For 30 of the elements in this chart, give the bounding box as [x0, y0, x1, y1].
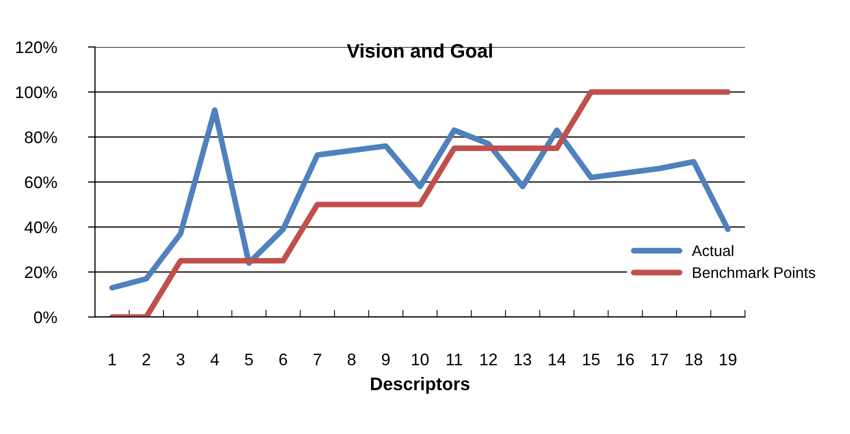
chart-title: Vision and Goal [346, 43, 492, 58]
x-tick-label: 14 [548, 354, 566, 366]
x-tick-label: 19 [720, 354, 736, 366]
x-tick-label: 1 [108, 354, 116, 366]
x-tick-label: 9 [382, 354, 390, 366]
x-tick-label: 2 [142, 354, 150, 366]
x-tick-label: 4 [210, 354, 219, 366]
y-tick-label: 40% [24, 221, 57, 234]
legend-label: Actual [692, 244, 734, 256]
legend-label: Benchmark Points [693, 266, 816, 278]
x-tick-label: 3 [176, 354, 184, 366]
y-tick-label: 60% [24, 176, 57, 188]
x-tick-label: 6 [279, 354, 288, 366]
y-tick-label: 20% [24, 266, 57, 278]
x-tick-label: 10 [412, 354, 429, 366]
x-tick-label: 16 [617, 354, 634, 366]
x-tick-label: 17 [651, 354, 668, 366]
y-tick-label: 120% [16, 41, 57, 54]
y-tick-label: 100% [16, 86, 57, 98]
x-tick-label: 8 [348, 354, 356, 366]
x-tick-label: 7 [314, 354, 322, 366]
x-tick-label: 5 [244, 354, 253, 366]
x-axis-title: Descriptors [371, 376, 470, 394]
x-tick-label: 13 [514, 354, 532, 366]
y-tick-label: 80% [24, 131, 57, 144]
y-tick-label: 0% [34, 311, 57, 324]
x-tick-label: 11 [446, 354, 462, 366]
x-tick-label: 15 [583, 354, 600, 366]
x-tick-label: 18 [686, 354, 702, 366]
x-tick-label: 12 [480, 354, 497, 366]
